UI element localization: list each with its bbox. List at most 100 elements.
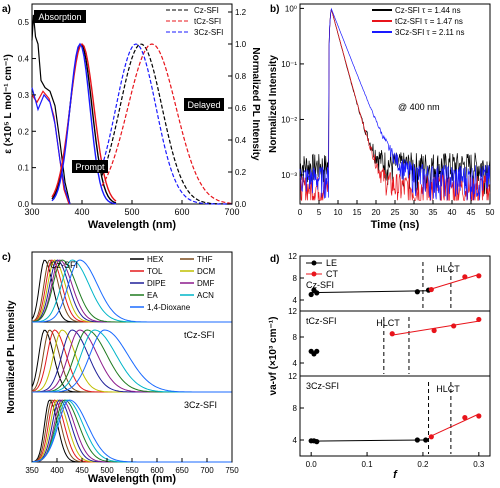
d-ct-point-2-1 [462, 415, 468, 421]
a-delayed-0 [101, 43, 232, 205]
panel-a-curves [31, 14, 233, 205]
panel-d-marks [308, 262, 482, 454]
c-xtick-label-7: 700 [200, 466, 214, 475]
panel-c-sublabel-0: Cz-SFI [50, 260, 78, 270]
panel-d-xticks: 0.0 0.1 0.2 0.3 [306, 452, 485, 469]
panel-c-sublabel-2: 3Cz-SFI [184, 400, 217, 410]
a-xtick-label-0: 300 [24, 207, 39, 217]
panel-a-ylabel-right: Normalized PL Intensity [250, 47, 261, 161]
d-ct-point-2-0 [428, 434, 434, 440]
a-absorption-2 [31, 87, 71, 205]
d-ct-point-1-2 [451, 323, 457, 329]
a-yrtick-label-2: 0.4 [235, 136, 247, 145]
a-yltick-label-5: 0.5 [18, 18, 30, 27]
panel-c-label: c) [2, 252, 11, 263]
d-ytick-label-2-1: 8 [293, 404, 298, 413]
b-xtick-label-2: 10 [334, 208, 343, 217]
b-xtick-label-3: 15 [353, 208, 362, 217]
a-yltick-label-4: 0.4 [18, 55, 30, 64]
panel-d-sublabel-1: tCz-SFI [306, 316, 337, 326]
b-xtick-label-5: 25 [391, 208, 400, 217]
d-le-point-2-3 [414, 437, 420, 443]
d-xtick-label-2: 0.2 [417, 460, 429, 469]
b-ytick-label-1: 10⁻² [281, 115, 297, 124]
d-ct-fit-1 [392, 320, 479, 336]
absorption-label: Absorption [38, 12, 81, 22]
d-ytick-label-2-2: 12 [288, 372, 297, 381]
a-yrtick-label-5: 1.0 [235, 40, 247, 49]
panel-b: b) Time (ns) Normalized Intensity 0 5 10 15… [268, 3, 495, 231]
b-xtick-label-6: 30 [410, 208, 419, 217]
panel-a: a) Wavelength (nm) ε (×10⁵ L mol⁻¹ cm⁻¹)… [2, 3, 261, 231]
panel-b-ylabel: Normalized Intensity [268, 55, 279, 153]
d-le-point-1-2 [314, 348, 320, 354]
panel-d: d) f νa-νf (×10³ cm⁻¹) 0.0 0.1 0.2 0.3 4 8 12… [268, 252, 491, 481]
d-ytick-label-1-2: 12 [288, 307, 297, 316]
legend-b-text-1: tCz-SFI τ = 1.47 ns [395, 17, 463, 26]
panel-a-xticks: 300 400 500 600 700 [24, 200, 240, 217]
b-xtick-label-10: 50 [486, 208, 495, 217]
absorption-label-box [34, 10, 86, 23]
c-xtick-label-6: 650 [175, 466, 189, 475]
legend-d-text-1: CT [326, 269, 338, 279]
panel-d-sublabel-2: 3Cz-SFI [306, 381, 339, 391]
panel-a-yticks-right: 0.0 0.2 0.4 0.6 0.8 1.0 1.2 [228, 8, 247, 209]
c-xtick-label-1: 400 [50, 466, 64, 475]
delayed-label: Delayed [187, 100, 220, 110]
panel-a-label: a) [2, 4, 11, 15]
d-ct-point-1-0 [389, 331, 395, 337]
a-yltick-label-0: 0.0 [18, 200, 30, 209]
a-xtick-label-4: 700 [224, 207, 239, 217]
c-xtick-label-0: 350 [25, 466, 39, 475]
legend-d-marker-0 [311, 260, 317, 266]
legend-b-text-2: 3Cz-SFI τ = 2.11 ns [395, 28, 464, 37]
a-delayed-1 [101, 43, 233, 204]
d-ct-fit-0 [431, 274, 479, 290]
c-curve-1-8 [32, 329, 232, 393]
b-xtick-label-0: 0 [298, 208, 303, 217]
c-legend-text-2: TOL [147, 267, 163, 276]
panel-d-label: d) [270, 254, 279, 265]
panel-c-ylabel: Normalized PL Intensity [6, 300, 17, 414]
d-ct-point-1-3 [476, 316, 482, 323]
c-legend-text-4: DIPE [147, 279, 166, 288]
d-le-fit-2 [311, 439, 426, 442]
a-yrtick-label-3: 0.6 [235, 104, 247, 113]
c-legend-text-8: 1,4-Dioxane [147, 303, 191, 312]
b-ytick-label-0: 10⁻³ [281, 171, 297, 180]
b-decay-2 [299, 7, 491, 201]
panel-b-xticks: 0 5 10 15 20 25 30 35 40 45 50 [298, 200, 495, 217]
legend-a-text-2: 3Cz-SFI [194, 28, 223, 37]
a-delayed-2 [101, 43, 232, 205]
panel-c-xticks: 350 400 450 500 550 600 650 700 750 [25, 458, 239, 475]
b-xtick-label-7: 35 [429, 208, 438, 217]
c-xtick-label-5: 600 [150, 466, 164, 475]
panel-b-xlabel: Time (ns) [371, 219, 420, 231]
panel-d-legend: LE CT [306, 258, 338, 279]
a-xtick-label-2: 500 [124, 207, 139, 217]
panel-b-label: b) [270, 4, 279, 15]
d-le-point-0-3 [414, 289, 420, 295]
a-yrtick-label-1: 0.2 [235, 168, 247, 177]
legend-d-marker-1 [311, 271, 317, 277]
panel-a-xlabel: Wavelength (nm) [88, 219, 177, 231]
hlct-label-2: HLCT [436, 384, 460, 394]
b-ytick-label-3: 10⁰ [285, 4, 297, 13]
d-xtick-label-0: 0.0 [306, 460, 318, 469]
c-legend-text-5: DMF [197, 279, 214, 288]
panel-d-sublabel-0: Cz-SFI [306, 280, 334, 290]
b-xtick-label-8: 40 [448, 208, 457, 217]
prompt-label-box [72, 160, 108, 173]
panel-c: c) Wavelength (nm) Normalized PL Intensi… [2, 251, 239, 485]
panel-a-ylabel-left: ε (×10⁵ L mol⁻¹ cm⁻¹) [3, 54, 14, 154]
d-le-fit-0 [311, 290, 429, 294]
a-yrtick-label-0: 0.0 [235, 200, 247, 209]
panel-a-legend: Cz-SFI tCz-SFI 3Cz-SFI [166, 6, 223, 37]
b-xtick-label-1: 5 [317, 208, 322, 217]
panel-b-yticks: 10⁻³ 10⁻² 10⁻¹ 10⁰ [281, 4, 304, 180]
d-ytick-label-0-2: 12 [288, 252, 297, 261]
c-xtick-label-4: 550 [125, 466, 139, 475]
d-ct-fit-2 [431, 413, 480, 437]
hlct-label-1: HLCT [376, 318, 400, 328]
panel-c-legend: HEX THF TOL DCM DIPE DMF EA ACN 1,4-Dioxane [130, 255, 216, 312]
